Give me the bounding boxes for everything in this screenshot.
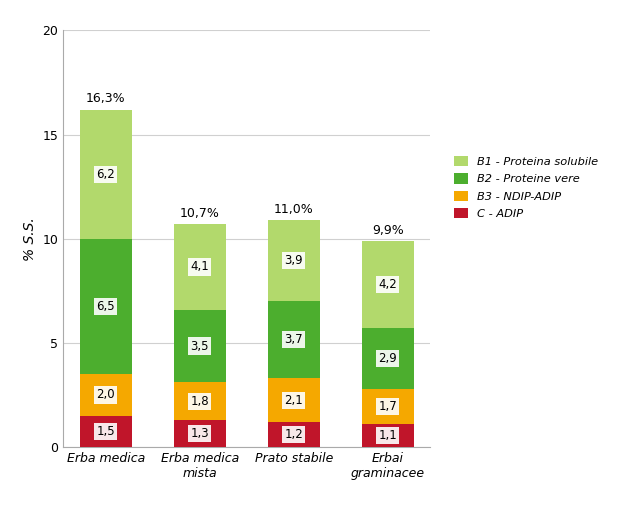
Bar (80, 374, 132, 416)
Text: 2,9: 2,9 (379, 352, 398, 365)
Text: 1,8: 1,8 (191, 395, 209, 408)
Text: 1,7: 1,7 (379, 400, 398, 413)
Text: 4,1: 4,1 (191, 261, 210, 273)
Legend: B1 - Proteina solubile, B2 - Proteine vere, B3 - NDIP-ADIP, C - ADIP: B1 - Proteina solubile, B2 - Proteine ve… (451, 153, 601, 223)
Text: 3,9: 3,9 (285, 254, 303, 267)
Bar (80, 110, 132, 239)
Text: 1,2: 1,2 (284, 428, 303, 441)
Bar (362, 389, 414, 424)
Y-axis label: % S.S.: % S.S. (23, 217, 37, 261)
Text: 1,3: 1,3 (191, 427, 209, 440)
Text: 2,1: 2,1 (284, 394, 303, 407)
Bar (80, 416, 132, 447)
Bar (268, 301, 320, 378)
Bar (362, 328, 414, 389)
Text: 3,7: 3,7 (285, 333, 303, 346)
Bar (268, 422, 320, 447)
Text: 11,0%: 11,0% (274, 203, 314, 216)
Text: 6,2: 6,2 (96, 168, 115, 181)
Bar (268, 378, 320, 422)
Bar (174, 420, 226, 447)
Bar (174, 224, 226, 309)
Text: 2,0: 2,0 (96, 389, 115, 401)
Bar (362, 241, 414, 328)
Text: 3,5: 3,5 (191, 339, 209, 353)
Text: 6,5: 6,5 (96, 300, 115, 313)
Text: 16,3%: 16,3% (86, 92, 126, 106)
Text: 10,7%: 10,7% (180, 207, 220, 220)
Text: 4,2: 4,2 (379, 278, 398, 291)
Text: 9,9%: 9,9% (372, 224, 404, 237)
Bar (174, 309, 226, 383)
Text: 1,1: 1,1 (379, 429, 398, 442)
Bar (174, 383, 226, 420)
Text: 1,5: 1,5 (96, 425, 115, 438)
Bar (362, 424, 414, 447)
Bar (268, 220, 320, 301)
Bar (80, 239, 132, 374)
